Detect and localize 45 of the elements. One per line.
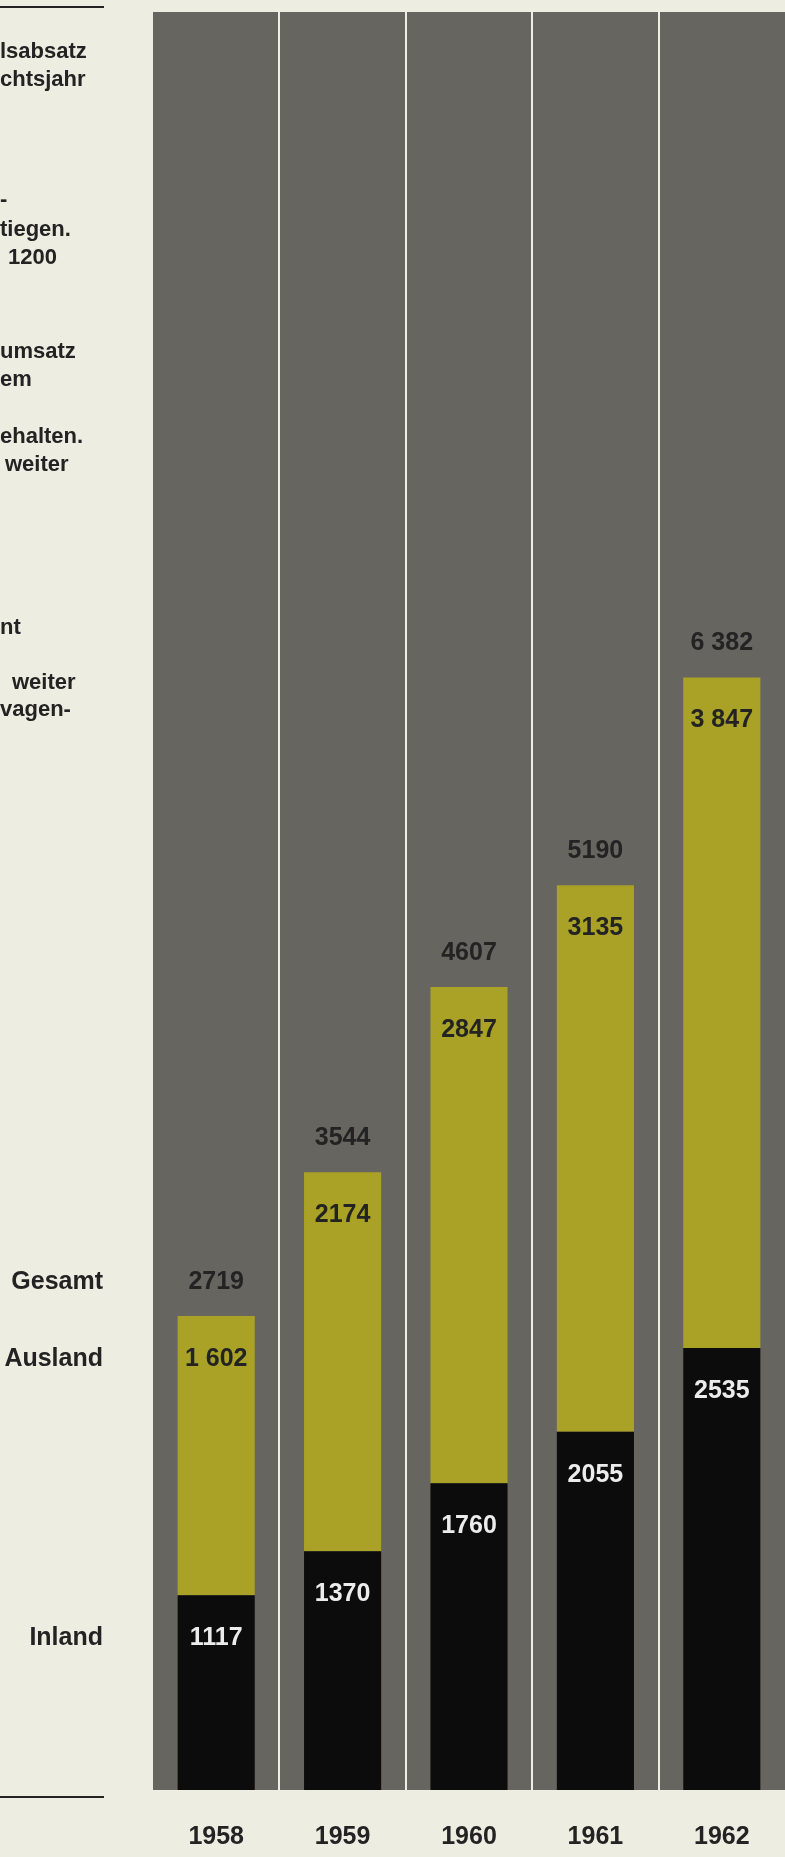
bar: [304, 1172, 382, 1552]
total-label: 6 382: [690, 627, 754, 656]
text: Ausland: [4, 1342, 103, 1371]
total-label: 5190: [567, 835, 624, 864]
text: umsatz: [0, 338, 76, 364]
text: weiter: [11, 669, 77, 695]
bar: [683, 677, 761, 1349]
bar: [430, 1483, 508, 1790]
total-label: 3544: [314, 1122, 371, 1151]
text: lsabsatz: [0, 38, 87, 64]
data-label: 3135: [567, 912, 624, 941]
text: tiegen.: [0, 216, 71, 242]
data-label: 2174: [314, 1199, 371, 1228]
total-label: 4607: [441, 936, 497, 965]
data-label: 2535: [693, 1375, 750, 1404]
data-label: 2847: [441, 1013, 497, 1042]
data-label: 1 602: [184, 1342, 248, 1371]
data-label: 1370: [314, 1578, 371, 1607]
text: Gesamt: [11, 1265, 104, 1294]
data-label: 3 847: [690, 704, 754, 733]
text: -: [0, 186, 8, 212]
text: vagen-: [0, 696, 71, 722]
x-tick-label: 1959: [314, 1820, 371, 1849]
data-label: 1760: [441, 1510, 497, 1539]
x-tick-label: 1958: [188, 1820, 245, 1849]
text: weiter: [4, 451, 70, 477]
data-label: 1117: [189, 1622, 243, 1651]
bar: [556, 885, 634, 1432]
bar: [177, 1316, 255, 1596]
bar: [304, 1551, 382, 1790]
text: 1200: [8, 244, 57, 270]
x-tick-label: 1960: [441, 1820, 497, 1849]
bar: [556, 1431, 634, 1790]
data-label: 2055: [567, 1458, 624, 1487]
text: Inland: [29, 1622, 103, 1651]
text: ehalten.: [0, 423, 84, 449]
x-tick-label: 1961: [567, 1820, 624, 1849]
x-tick-label: 1962: [693, 1820, 750, 1849]
text: em: [0, 366, 32, 392]
bar: [177, 1595, 255, 1790]
bar: [683, 1348, 761, 1790]
text: chtsjahr: [0, 66, 87, 92]
total-label: 2719: [188, 1265, 245, 1294]
text: nt: [0, 614, 22, 640]
bar: [430, 986, 508, 1484]
